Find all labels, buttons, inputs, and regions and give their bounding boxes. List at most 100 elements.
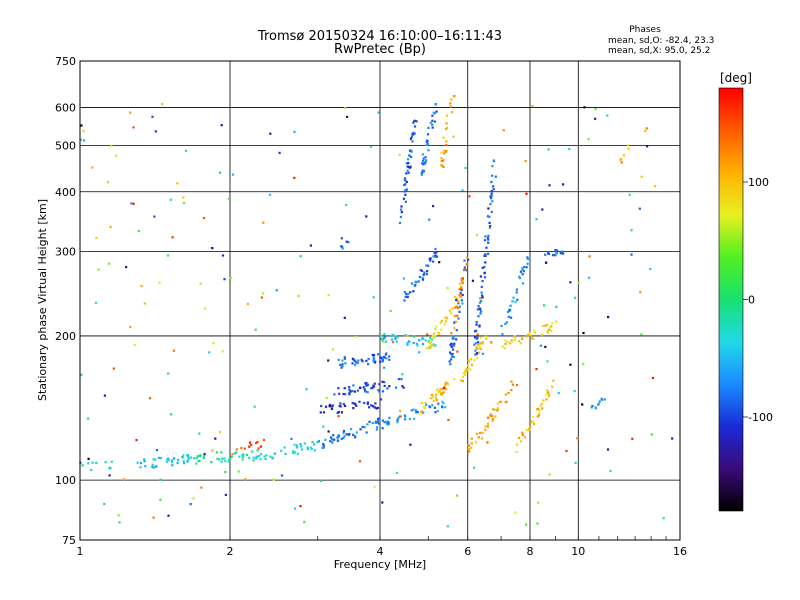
data-point xyxy=(366,383,369,386)
data-point xyxy=(153,458,157,461)
data-point xyxy=(481,294,484,297)
data-point xyxy=(474,353,477,356)
data-point xyxy=(220,460,223,463)
data-point xyxy=(639,291,642,294)
data-point xyxy=(411,282,414,285)
data-point xyxy=(518,340,521,343)
data-point xyxy=(433,112,436,115)
data-point xyxy=(408,166,412,169)
chart-title: Tromsø 20150324 16:10:00–16:11:43 xyxy=(257,29,502,44)
data-point xyxy=(501,345,504,348)
data-point xyxy=(477,341,480,344)
data-point xyxy=(547,148,550,151)
data-point xyxy=(115,154,118,157)
data-point xyxy=(343,357,346,361)
data-point xyxy=(461,380,464,383)
data-point xyxy=(306,446,309,449)
data-point xyxy=(340,437,343,440)
data-point xyxy=(451,353,454,356)
data-point xyxy=(320,404,323,408)
data-point xyxy=(268,193,272,196)
data-point xyxy=(404,334,407,337)
data-point xyxy=(155,449,159,452)
data-point xyxy=(322,425,325,428)
data-point xyxy=(354,361,357,364)
data-point xyxy=(143,460,146,463)
data-point xyxy=(449,102,452,105)
data-point xyxy=(378,383,381,386)
data-point xyxy=(169,198,172,201)
data-point xyxy=(227,197,230,200)
data-point xyxy=(445,144,448,147)
data-point xyxy=(409,291,412,294)
data-point xyxy=(523,436,527,439)
data-point xyxy=(434,103,437,106)
data-point xyxy=(519,342,523,345)
data-point xyxy=(500,324,503,327)
data-point xyxy=(341,363,344,366)
data-point xyxy=(425,159,428,162)
data-point xyxy=(452,135,455,138)
data-point xyxy=(438,332,441,336)
data-point xyxy=(447,383,450,386)
data-point xyxy=(245,453,249,456)
data-point xyxy=(343,387,346,390)
data-point xyxy=(184,149,188,152)
data-point xyxy=(363,426,366,429)
data-point xyxy=(505,321,508,324)
data-point xyxy=(390,338,394,341)
colorbar-tick-label: 100 xyxy=(748,176,769,189)
data-point xyxy=(510,389,513,392)
data-point xyxy=(627,147,630,151)
data-point xyxy=(440,319,443,322)
data-point xyxy=(515,288,518,291)
data-point xyxy=(182,196,185,199)
data-point xyxy=(490,180,493,184)
data-point xyxy=(383,381,386,384)
data-point xyxy=(278,151,281,154)
data-point xyxy=(352,384,355,387)
data-point xyxy=(402,386,405,389)
data-point xyxy=(512,296,515,299)
data-point xyxy=(418,351,421,354)
data-point xyxy=(348,393,351,396)
data-point xyxy=(454,306,457,309)
data-point xyxy=(241,455,244,458)
data-point xyxy=(255,455,259,458)
data-point xyxy=(303,520,306,524)
data-point xyxy=(594,407,597,410)
data-point xyxy=(305,388,308,391)
data-point xyxy=(406,295,409,298)
data-point xyxy=(381,358,384,361)
data-point xyxy=(464,166,467,170)
data-point xyxy=(544,345,547,348)
data-point xyxy=(597,403,600,406)
data-point xyxy=(269,132,272,135)
data-point xyxy=(218,430,221,433)
data-point xyxy=(476,336,479,339)
data-point xyxy=(187,454,190,457)
data-point xyxy=(167,459,170,462)
data-point xyxy=(368,420,371,423)
data-point xyxy=(538,412,541,415)
data-point xyxy=(375,407,378,410)
data-point xyxy=(492,159,495,162)
data-point xyxy=(492,185,495,188)
data-point xyxy=(491,419,494,422)
data-point xyxy=(404,183,407,186)
data-point xyxy=(256,449,259,452)
data-point xyxy=(358,386,362,389)
data-point xyxy=(316,441,319,444)
data-point xyxy=(445,114,448,117)
data-point xyxy=(510,316,513,319)
y-tick-label: 100 xyxy=(55,474,76,487)
data-point xyxy=(421,169,424,172)
data-point xyxy=(87,457,90,460)
data-point xyxy=(297,294,300,298)
data-point xyxy=(458,288,461,291)
data-point xyxy=(438,261,441,264)
data-point xyxy=(256,440,259,443)
data-point xyxy=(167,514,170,517)
data-point xyxy=(348,385,351,389)
data-point xyxy=(202,455,205,458)
